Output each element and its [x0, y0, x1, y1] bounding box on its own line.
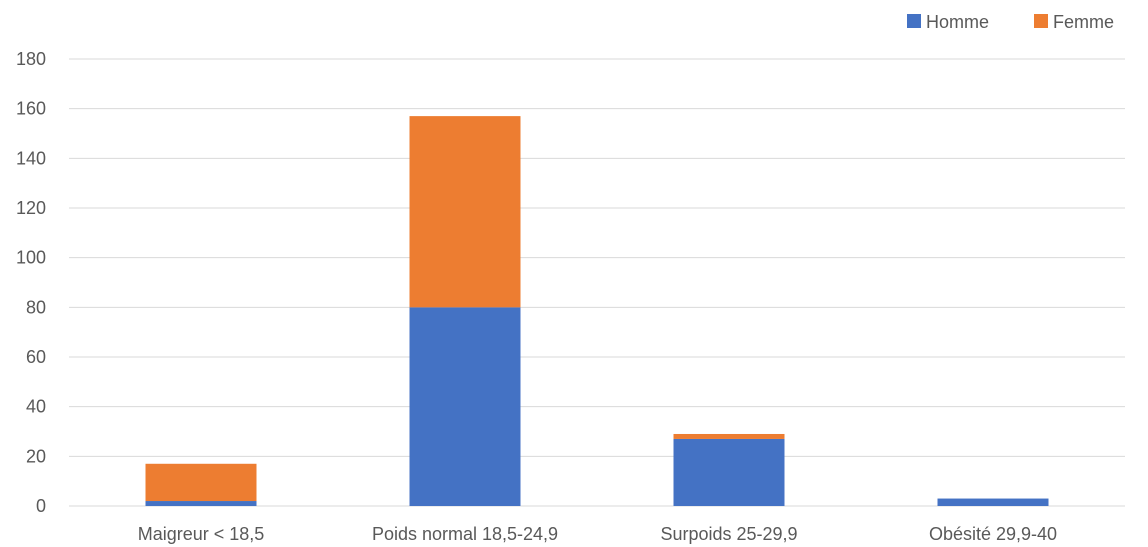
- x-tick-label: Surpoids 25-29,9: [660, 524, 797, 544]
- bar-homme-2: [673, 438, 785, 506]
- y-tick-label: 0: [36, 496, 46, 516]
- bar-homme-1: [409, 307, 521, 506]
- bar-femme-0: [145, 463, 257, 502]
- legend: Homme Femme: [907, 12, 1114, 32]
- legend-label-femme: Femme: [1053, 12, 1114, 32]
- y-tick-label: 160: [16, 99, 46, 119]
- legend-swatch-femme: [1034, 14, 1048, 28]
- x-tick-label: Maigreur < 18,5: [138, 524, 265, 544]
- x-tick-label: Obésité 29,9-40: [929, 524, 1057, 544]
- y-tick-label: 100: [16, 248, 46, 268]
- y-tick-label: 120: [16, 198, 46, 218]
- x-axis-tick-labels: Maigreur < 18,5 Poids normal 18,5-24,9 Sur…: [138, 524, 1057, 544]
- legend-swatch-homme: [907, 14, 921, 28]
- y-tick-label: 80: [26, 297, 46, 317]
- x-tick-label: Poids normal 18,5-24,9: [372, 524, 558, 544]
- y-axis-tick-labels: 0 20 40 60 80 100 120 140 160 180: [16, 49, 46, 516]
- bar-femme-1: [409, 116, 521, 308]
- y-tick-label: 180: [16, 49, 46, 69]
- y-tick-label: 40: [26, 397, 46, 417]
- bars: [145, 116, 1049, 506]
- gridlines: [69, 58, 1125, 507]
- y-tick-label: 60: [26, 347, 46, 367]
- bar-homme-3: [937, 498, 1049, 506]
- bar-femme-2: [673, 433, 785, 439]
- y-tick-label: 140: [16, 148, 46, 168]
- y-tick-label: 20: [26, 446, 46, 466]
- bar-homme-0: [145, 501, 257, 506]
- legend-label-homme: Homme: [926, 12, 989, 32]
